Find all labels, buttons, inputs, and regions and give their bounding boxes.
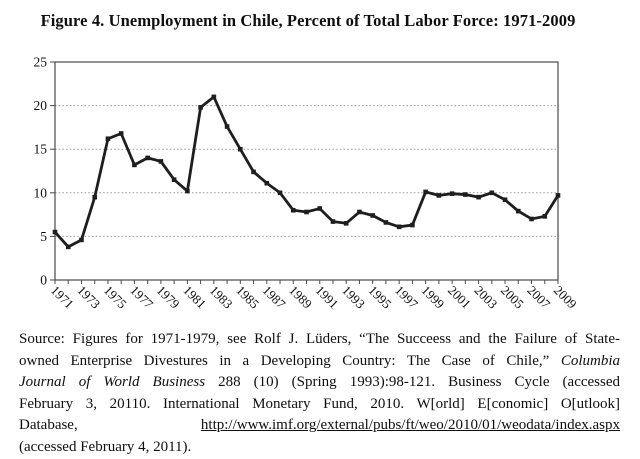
x-tick-label: 1985 — [233, 283, 262, 312]
x-tick-label: 1989 — [286, 283, 315, 312]
source-text-run: February 3, 20110. International Monetar… — [19, 395, 620, 412]
x-tick-label: 1991 — [313, 283, 342, 312]
data-point-marker — [65, 244, 71, 250]
x-tick-label: 2003 — [471, 283, 500, 312]
source-text-run: Source: Figures for 1971-1979, see Rolf … — [19, 331, 620, 347]
source-text-run: Columbia — [560, 352, 620, 369]
data-point-marker — [211, 94, 217, 100]
source-line: Journal of World Business 288 (10) (Spri… — [19, 372, 620, 394]
data-point-marker — [542, 214, 548, 219]
y-tick-label: 20 — [34, 98, 48, 113]
source-text-run: Journal of World Business — [19, 374, 206, 391]
source-text-run: Database, — [19, 417, 201, 434]
data-point-marker — [171, 177, 177, 183]
data-point-marker — [396, 224, 402, 230]
data-point-marker — [132, 162, 137, 168]
data-point-marker — [343, 221, 349, 226]
data-point-marker — [370, 213, 375, 218]
x-tick-label: 1979 — [154, 283, 183, 312]
x-tick-label: 1987 — [260, 283, 289, 312]
data-point-marker — [304, 209, 309, 215]
x-tick-label: 1993 — [339, 283, 368, 312]
source-line: Database, http://www.imf.org/external/pu… — [19, 415, 620, 437]
data-point-marker — [105, 136, 111, 142]
data-point-marker — [515, 208, 521, 214]
source-line: February 3, 20110. International Monetar… — [19, 394, 620, 416]
y-tick-label: 0 — [40, 273, 47, 288]
x-tick-label: 1971 — [48, 283, 77, 312]
data-point-marker — [436, 193, 442, 198]
x-tick-label: 2007 — [524, 283, 553, 312]
data-point-marker — [251, 169, 256, 175]
data-point-marker — [555, 193, 561, 198]
source-line: owned Enterprise Divestures in a Develop… — [19, 351, 620, 373]
data-point-marker — [238, 146, 243, 152]
data-point-marker — [330, 219, 336, 224]
data-point-marker — [476, 194, 481, 200]
source-url: http://www.imf.org/external/pubs/ft/weo/… — [200, 417, 620, 434]
data-point-marker — [410, 222, 415, 228]
data-point-marker — [449, 191, 455, 196]
x-tick-label: 1997 — [392, 283, 421, 312]
data-point-marker — [158, 159, 164, 164]
x-tick-label: 1981 — [180, 283, 209, 312]
x-tick-label: 2001 — [445, 283, 474, 312]
data-point-marker — [277, 190, 283, 196]
x-tick-label: 1975 — [101, 283, 130, 312]
data-point-marker — [185, 188, 190, 194]
data-line — [53, 94, 560, 249]
y-tick-label: 5 — [40, 229, 47, 244]
source-text-run: owned Enterprise Divestures in a Develop… — [19, 352, 561, 369]
data-point-marker — [52, 229, 58, 235]
source-line: Source: Figures for 1971-1979, see Rolf … — [19, 329, 620, 351]
data-point-marker — [489, 190, 495, 196]
data-point-marker — [423, 189, 428, 195]
source-text-run: (accessed February 4, 2011). — [19, 438, 192, 455]
data-point-marker — [383, 220, 389, 225]
data-point-marker — [290, 207, 296, 213]
y-tick-label: 10 — [34, 185, 48, 200]
x-tick-label: 1995 — [366, 283, 395, 312]
data-point-marker — [79, 237, 84, 243]
figure-title: Figure 4. Unemployment in Chile, Percent… — [40, 11, 576, 30]
x-tick-label: 1977 — [127, 283, 156, 312]
y-tick-label: 25 — [34, 55, 48, 70]
x-tick-label: 2009 — [551, 283, 580, 312]
data-point-marker — [145, 155, 150, 161]
x-tick-label: 1973 — [74, 283, 103, 312]
data-point-marker — [502, 197, 508, 203]
data-point-marker — [92, 194, 98, 200]
x-tick-label: 1999 — [419, 283, 448, 312]
x-tick-label: 2005 — [498, 283, 527, 312]
x-tick-label: 1983 — [207, 283, 236, 312]
data-point-marker — [264, 180, 270, 186]
y-tick-label: 15 — [34, 142, 48, 157]
data-point-marker — [224, 124, 230, 129]
data-point-marker — [198, 105, 203, 110]
source-text-run: 288 (10) (Spring 1993):98-121. Business … — [205, 374, 621, 391]
data-point-marker — [463, 192, 468, 197]
plot-border — [54, 61, 559, 281]
data-point-marker — [118, 131, 124, 136]
source-note: Source: Figures for 1971-1979, see Rolf … — [19, 329, 620, 459]
data-point-marker — [529, 216, 534, 222]
data-point-marker — [357, 209, 362, 215]
source-line: (accessed February 4, 2011). — [19, 437, 620, 459]
data-point-marker — [317, 206, 323, 211]
